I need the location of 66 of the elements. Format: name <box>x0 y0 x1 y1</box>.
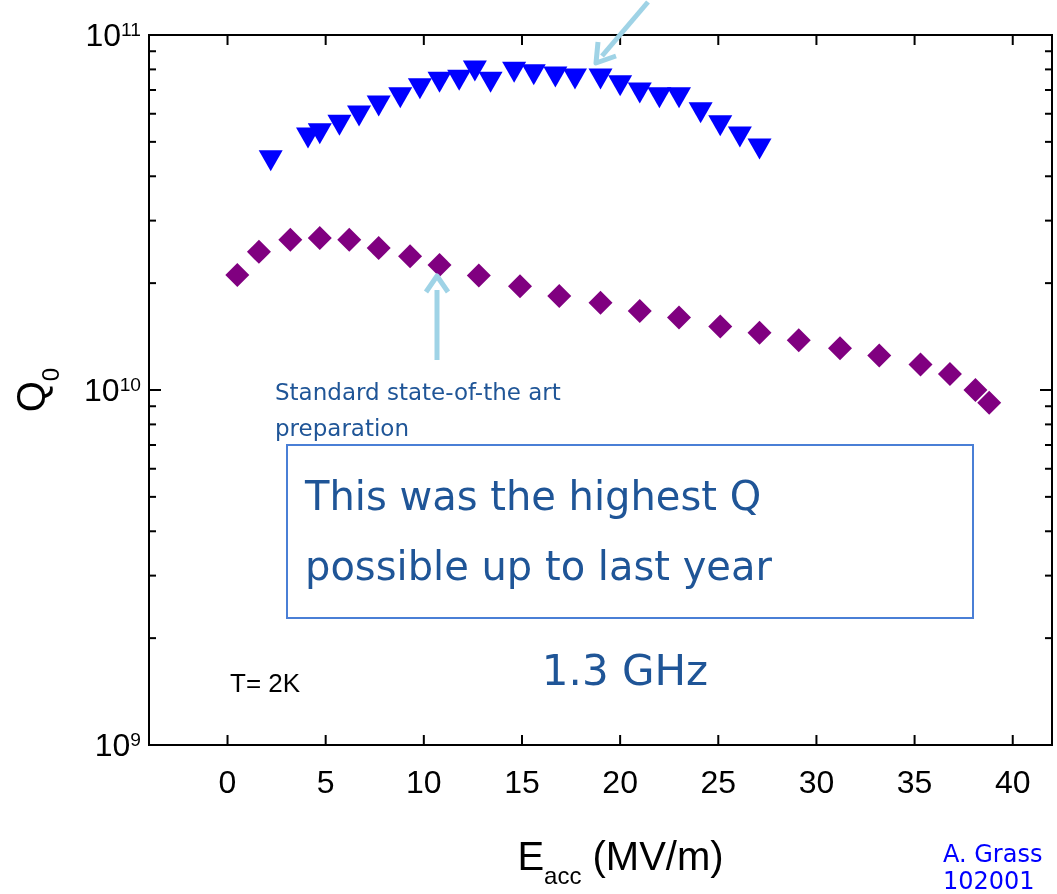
point <box>366 236 391 261</box>
point <box>462 60 487 82</box>
point <box>727 126 752 148</box>
annotation: 1.3 GHz <box>541 646 709 695</box>
point <box>588 68 613 90</box>
point <box>388 87 413 109</box>
annotation: This was the highest Q possible up to last year <box>304 473 773 589</box>
point <box>708 314 733 339</box>
point <box>427 71 452 93</box>
point <box>627 298 652 323</box>
x-tick-label: 40 <box>994 764 1031 800</box>
point <box>447 69 472 91</box>
point <box>963 378 988 402</box>
x-tick-label: 25 <box>700 764 737 800</box>
point <box>258 150 283 172</box>
point <box>786 328 811 353</box>
annotation: Standard state-of-the art preparation <box>275 379 561 441</box>
point <box>337 227 362 252</box>
x-tick-label: 15 <box>504 764 540 800</box>
point <box>466 263 491 288</box>
x-tick-label: 0 <box>218 764 237 800</box>
annotation: T= 2K <box>230 668 301 698</box>
point <box>278 227 303 252</box>
point <box>246 239 271 264</box>
point <box>977 390 1002 415</box>
point <box>647 87 672 109</box>
text: 102001 <box>943 867 1035 894</box>
point <box>627 82 652 104</box>
y-tick-label: 10$^{11}$ <box>85 17 141 53</box>
point <box>366 95 391 117</box>
point <box>508 274 533 299</box>
point <box>398 244 423 269</box>
point <box>688 102 713 124</box>
point <box>747 320 772 345</box>
point <box>307 226 332 251</box>
y-tick-label: 10$^{9}$ <box>94 727 141 763</box>
point <box>547 283 572 308</box>
point <box>562 68 587 90</box>
x-axis-title: E$_{acc}$ (MV/m) <box>517 834 724 889</box>
point <box>867 343 892 368</box>
x-tick-label: 10 <box>406 764 442 800</box>
x-tick-label: 30 <box>798 764 835 800</box>
point <box>937 361 962 386</box>
point <box>667 87 692 109</box>
x-tick-label: 35 <box>896 764 933 800</box>
point <box>502 61 527 83</box>
point <box>521 64 546 86</box>
point <box>588 290 613 315</box>
point <box>427 252 452 277</box>
point <box>478 71 503 93</box>
point <box>327 114 352 136</box>
y-tick-label: 10$^{10}$ <box>84 372 141 408</box>
point <box>608 75 633 97</box>
point <box>543 66 568 88</box>
point <box>747 138 772 160</box>
point <box>667 305 692 330</box>
point <box>225 262 250 287</box>
text: A. Grass <box>943 840 1043 868</box>
point <box>307 123 332 145</box>
point <box>908 352 933 377</box>
point <box>827 336 852 361</box>
point <box>708 115 733 137</box>
x-tick-label: 20 <box>602 764 638 800</box>
x-tick-label: 5 <box>316 764 335 800</box>
point <box>407 78 432 100</box>
point <box>347 105 372 127</box>
